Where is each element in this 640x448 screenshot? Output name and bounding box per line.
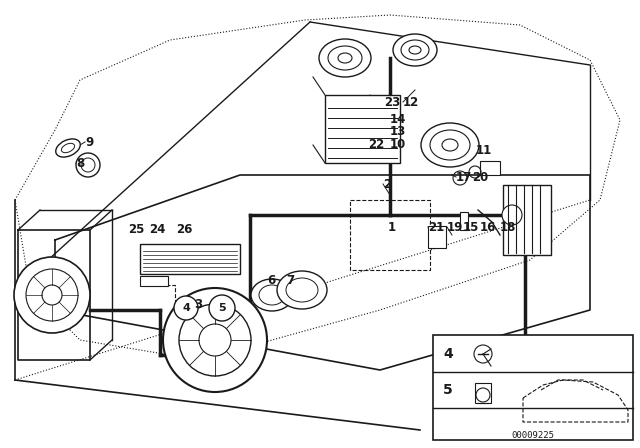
Circle shape xyxy=(502,205,522,225)
Text: 25: 25 xyxy=(128,223,145,236)
Text: 23: 23 xyxy=(384,95,400,108)
Ellipse shape xyxy=(277,271,327,309)
Text: 20: 20 xyxy=(472,171,488,184)
Text: 24: 24 xyxy=(149,223,165,236)
Bar xyxy=(480,161,500,175)
Text: 1: 1 xyxy=(388,220,396,233)
Text: 15: 15 xyxy=(463,220,479,233)
Text: 6: 6 xyxy=(267,273,275,287)
Text: 7: 7 xyxy=(286,273,294,287)
Bar xyxy=(325,95,400,163)
Text: 22: 22 xyxy=(368,138,384,151)
Bar xyxy=(460,212,468,230)
Text: 19: 19 xyxy=(447,220,463,233)
Bar xyxy=(503,185,551,255)
Text: 12: 12 xyxy=(403,95,419,108)
Circle shape xyxy=(209,295,235,321)
Ellipse shape xyxy=(251,279,293,311)
Text: 17: 17 xyxy=(456,171,472,184)
Bar xyxy=(140,244,240,274)
Bar xyxy=(428,226,446,248)
Text: 5: 5 xyxy=(443,383,452,397)
Ellipse shape xyxy=(319,39,371,77)
Circle shape xyxy=(14,257,90,333)
Ellipse shape xyxy=(56,139,80,157)
Text: 14: 14 xyxy=(390,112,406,125)
Text: 11: 11 xyxy=(476,143,492,156)
Text: 21: 21 xyxy=(428,220,444,233)
Text: 9: 9 xyxy=(85,135,93,148)
Bar xyxy=(433,335,633,440)
Text: 16: 16 xyxy=(480,220,497,233)
Text: 3: 3 xyxy=(194,297,202,310)
Circle shape xyxy=(174,296,198,320)
Text: 5: 5 xyxy=(218,303,226,313)
Text: 00009225: 00009225 xyxy=(511,431,554,439)
Bar xyxy=(475,383,491,403)
Ellipse shape xyxy=(393,34,437,66)
Text: 18: 18 xyxy=(500,220,516,233)
Text: 26: 26 xyxy=(176,223,193,236)
Text: 8: 8 xyxy=(76,156,84,169)
Text: 2: 2 xyxy=(383,177,391,190)
Bar xyxy=(140,276,168,286)
Circle shape xyxy=(163,288,267,392)
Text: 4: 4 xyxy=(182,303,190,313)
Text: 13: 13 xyxy=(390,125,406,138)
Text: 10: 10 xyxy=(390,138,406,151)
Ellipse shape xyxy=(421,123,479,167)
Text: 4: 4 xyxy=(443,347,452,361)
Circle shape xyxy=(76,153,100,177)
